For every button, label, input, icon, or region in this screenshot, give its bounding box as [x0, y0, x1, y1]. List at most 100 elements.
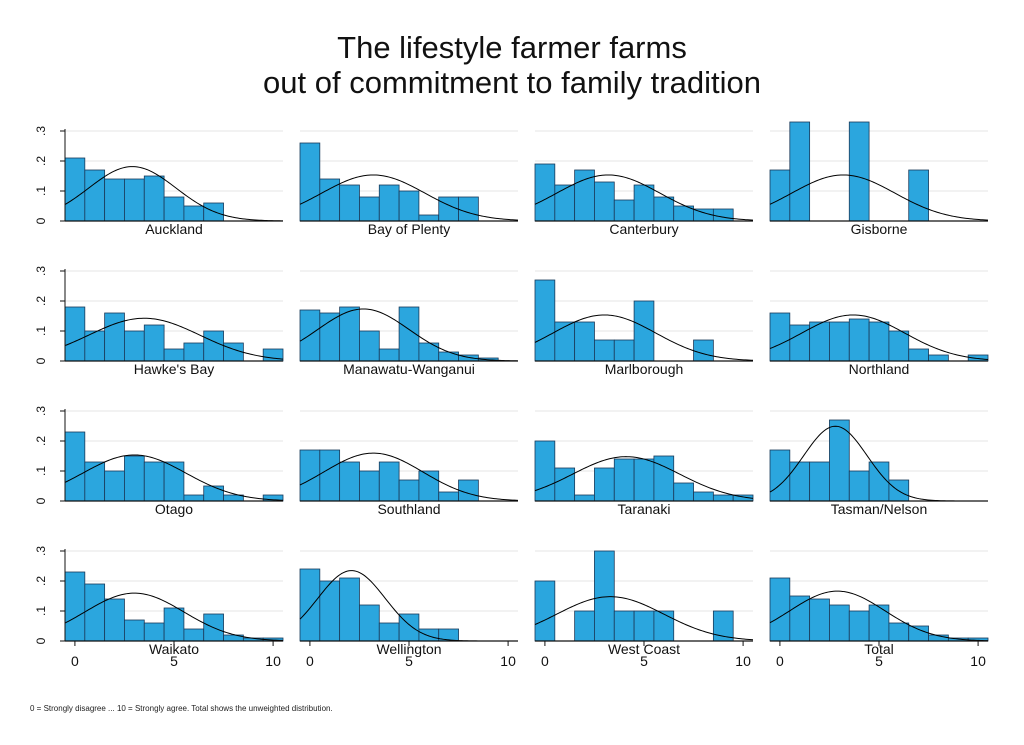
histogram-bar-manawatu-wanganui-0 [299, 309, 321, 362]
panel-label-gisborne: Gisborne [851, 221, 908, 237]
histogram-bar-hawke-s-bay-7 [203, 330, 224, 362]
histogram-bar-total-0 [769, 577, 791, 642]
histogram-bar-west-coast-6 [653, 610, 675, 642]
histogram-bar-auckland-0 [64, 157, 86, 222]
histogram-bar-canterbury-6 [653, 196, 675, 222]
y-tick-label: .3 [34, 546, 48, 556]
histogram-bar-taranaki-0 [534, 440, 556, 502]
histogram-bar-northland-0 [769, 312, 791, 362]
histogram-bar-tasman-nelson-5 [868, 461, 890, 502]
panel-label-southland: Southland [377, 501, 440, 517]
histogram-bar-west-coast-4 [613, 610, 635, 642]
histogram-bar-wellington-0 [299, 568, 321, 642]
histogram-bar-waikato-5 [163, 607, 185, 642]
histogram-bar-marlborough-3 [594, 339, 615, 362]
histogram-bar-total-1 [789, 595, 811, 642]
panel-label-taranaki: Taranaki [618, 501, 671, 517]
normal-curve-total [769, 590, 989, 642]
histogram-bar-canterbury-0 [534, 163, 556, 222]
x-tick-label: 0 [306, 653, 314, 669]
histogram-bar-marlborough-0 [534, 279, 556, 362]
normal-curve-northland [769, 314, 989, 360]
histogram-bar-southland-7 [438, 491, 459, 502]
histogram-bar-taranaki-5 [633, 458, 655, 502]
histogram-bar-hawke-s-bay-2 [104, 312, 125, 362]
histogram-bar-taranaki-3 [594, 467, 615, 502]
histogram-bar-otago-5 [163, 461, 185, 502]
y-tick-label: .3 [34, 126, 48, 136]
histogram-bar-tasman-nelson-2 [809, 461, 830, 502]
histogram-bar-hawke-s-bay-4 [143, 324, 165, 362]
histogram-bar-bay-of-plenty-4 [378, 184, 400, 222]
histogram-bar-otago-7 [203, 485, 224, 502]
histogram-bar-gisborne-1 [789, 121, 811, 222]
y-tick-label: .3 [34, 266, 48, 276]
histogram-bar-total-5 [868, 604, 890, 642]
histogram-bar-total-7 [908, 625, 929, 642]
x-tick-label: 0 [71, 653, 79, 669]
x-tick-label: 10 [735, 653, 751, 669]
histogram-bar-gisborne-4 [848, 121, 870, 222]
y-tick-label: .3 [34, 406, 48, 416]
histogram-bar-west-coast-5 [633, 610, 655, 642]
histogram-bar-auckland-4 [143, 175, 165, 222]
histogram-bar-tasman-nelson-1 [789, 461, 811, 502]
normal-curve-southland [299, 452, 519, 501]
y-tick-label: .1 [34, 606, 48, 616]
histogram-bar-otago-3 [124, 455, 145, 502]
histogram-bar-hawke-s-bay-5 [163, 348, 185, 362]
chart-title-line-1: The lifestyle farmer farms [337, 30, 687, 65]
panel-label-manawatu-wanganui: Manawatu-Wanganui [343, 361, 475, 377]
histogram-bar-total-3 [829, 604, 850, 642]
histogram-bar-northland-2 [809, 321, 830, 362]
y-tick-label: .2 [34, 436, 48, 446]
histogram-bar-marlborough-1 [554, 321, 576, 362]
histogram-bar-manawatu-wanganui-4 [378, 348, 400, 362]
x-tick-label: 5 [405, 653, 413, 669]
histogram-bar-taranaki-9 [712, 494, 734, 502]
panel-label-wellington: Wellington [376, 641, 441, 657]
histogram-bar-waikato-6 [183, 628, 205, 642]
y-tick-label: .2 [34, 296, 48, 306]
histogram-bar-manawatu-wanganui-2 [339, 306, 360, 362]
histogram-bar-west-coast-0 [534, 580, 556, 642]
histogram-bar-bay-of-plenty-5 [398, 190, 420, 222]
y-tick-label: .1 [34, 326, 48, 336]
y-tick-label: 0 [34, 637, 48, 644]
histogram-bar-bay-of-plenty-8 [458, 196, 479, 222]
histogram-bar-tasman-nelson-0 [769, 449, 791, 502]
normal-curve-marlborough [534, 314, 754, 361]
normal-curve-gisborne [769, 174, 989, 221]
normal-curve-canterbury [534, 174, 754, 221]
histogram-bar-northland-3 [829, 321, 850, 362]
histogram-bar-hawke-s-bay-0 [64, 306, 86, 362]
histogram-bar-auckland-6 [183, 205, 205, 222]
normal-curve-hawke-s-bay [64, 317, 284, 360]
normal-curve-west-coast [534, 596, 754, 641]
histogram-bar-southland-3 [359, 470, 380, 502]
histogram-bar-auckland-3 [124, 178, 145, 222]
histogram-bar-southland-1 [319, 449, 341, 502]
histogram-bar-wellington-2 [339, 577, 360, 642]
histogram-bar-waikato-1 [84, 583, 106, 642]
y-tick-label: .2 [34, 156, 48, 166]
normal-curve-manawatu-wanganui [299, 308, 519, 362]
histogram-bar-canterbury-9 [712, 208, 734, 222]
histogram-bar-northland-4 [848, 318, 870, 362]
histogram-bar-taranaki-1 [554, 467, 576, 502]
histogram-bar-marlborough-8 [693, 339, 714, 362]
histogram-bar-auckland-2 [104, 178, 125, 222]
panel-label-marlborough: Marlborough [605, 361, 684, 377]
x-tick-label: 0 [541, 653, 549, 669]
panel-label-waikato: Waikato [149, 641, 199, 657]
panel-label-tasman-nelson: Tasman/Nelson [831, 501, 928, 517]
chart-title: The lifestyle farmer farms out of commit… [0, 30, 1024, 100]
panel-label-auckland: Auckland [145, 221, 203, 237]
y-tick-label: .1 [34, 466, 48, 476]
histogram-bar-manawatu-wanganui-1 [319, 312, 341, 362]
histogram-bar-total-6 [888, 622, 910, 642]
histogram-bar-otago-2 [104, 470, 125, 502]
x-tick-label: 10 [265, 653, 281, 669]
histogram-bar-waikato-4 [143, 622, 165, 642]
